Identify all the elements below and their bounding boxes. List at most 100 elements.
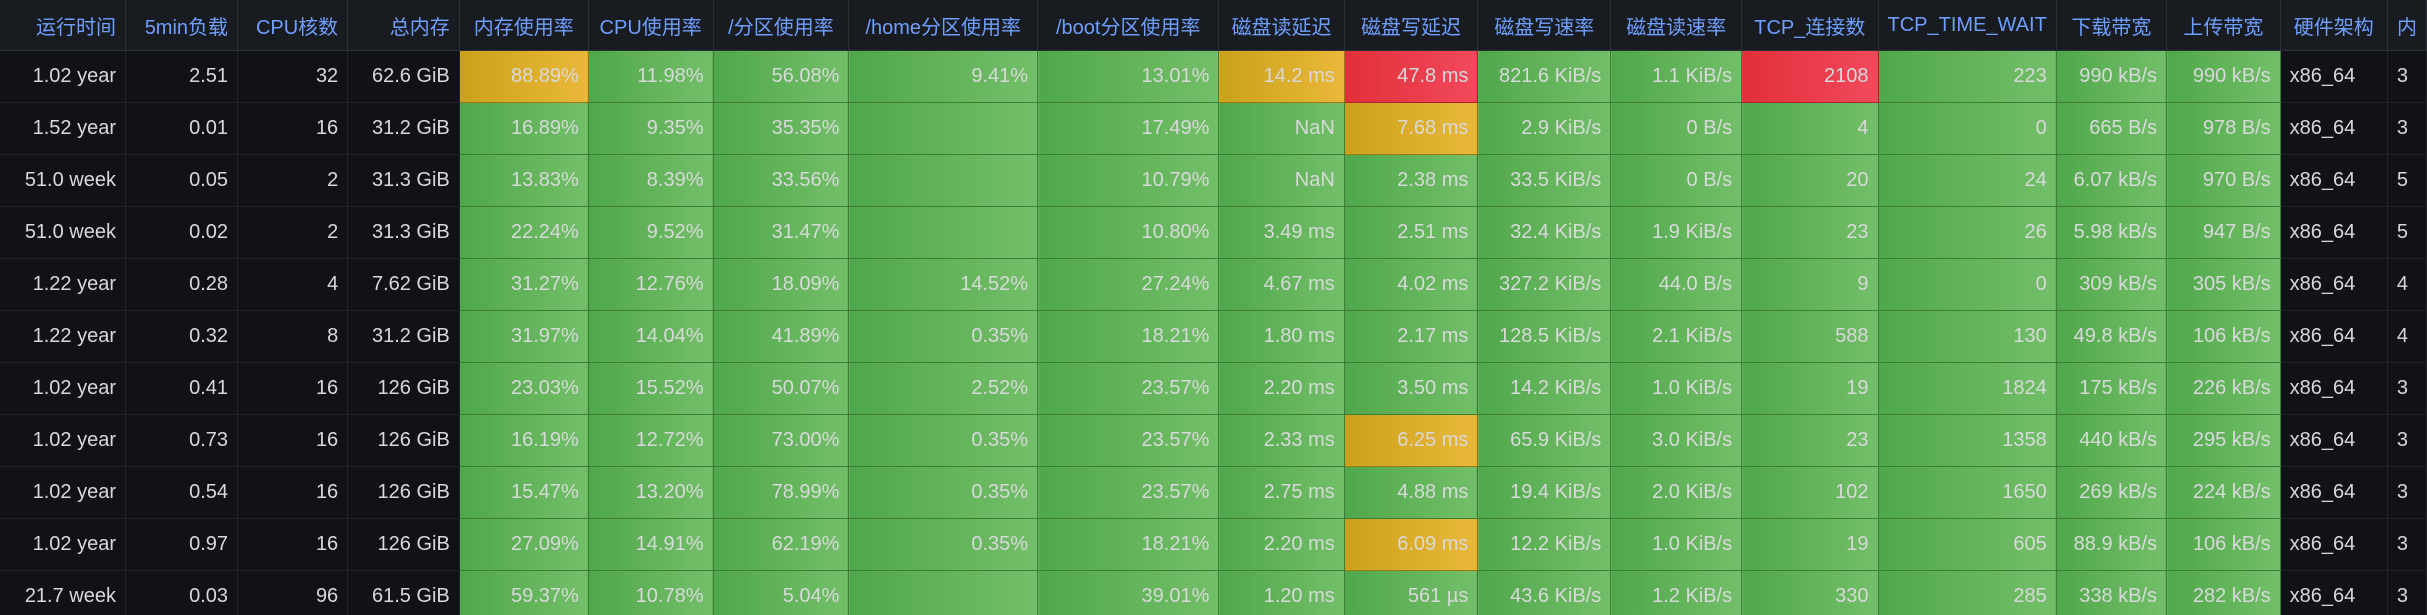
column-header-boot-usage[interactable]: /boot分区使用率 [1037,0,1220,51]
cell-tcp-time-wait: 130 [1878,310,2057,363]
cell-mem-total: 31.3 GiB [347,154,460,207]
column-header-cpu-usage[interactable]: CPU使用率 [588,0,714,51]
cell-load5: 0.03 [125,570,239,615]
cell-mem-usage: 15.47% [459,466,589,519]
column-header-arch[interactable]: 硬件架构 [2280,0,2388,51]
cell-tcp-conn: 2108 [1741,50,1879,103]
cell-tcp-conn: 23 [1741,414,1879,467]
cell-tcp-conn: 19 [1741,362,1879,415]
table-row: 1.22 year 0.28 4 7.62 GiB 31.27% 12.76% 18.09%… [0,258,2427,311]
cell-disk-write-latency: 6.09 ms [1344,518,1479,571]
cell-mem-usage: 16.19% [459,414,589,467]
cell-uptime: 51.0 week [0,206,126,259]
cell-extra: 3 [2387,414,2427,467]
cell-cpu-cores: 8 [237,310,349,363]
cell-disk-read-latency: NaN [1218,102,1345,155]
cell-disk-read-latency: 1.80 ms [1218,310,1345,363]
cell-tcp-time-wait: 605 [1878,518,2057,571]
cell-home-usage: 0.35% [848,310,1039,363]
cell-arch: x86_64 [2280,570,2388,615]
cell-tcp-conn: 23 [1741,206,1879,259]
cell-root-usage: 50.07% [713,362,850,415]
cell-extra: 4 [2387,258,2427,311]
column-header-home-usage[interactable]: /home分区使用率 [848,0,1039,51]
cell-disk-write-rate: 2.9 KiB/s [1477,102,1612,155]
cell-disk-read-latency: NaN [1218,154,1345,207]
column-header-disk-write-rate[interactable]: 磁盘写速率 [1477,0,1612,51]
cell-tcp-time-wait: 1650 [1878,466,2057,519]
column-header-disk-write-latency[interactable]: 磁盘写延迟 [1344,0,1479,51]
cell-uptime: 1.02 year [0,466,126,519]
column-header-extra[interactable]: 内 [2387,0,2427,51]
cell-disk-write-rate: 128.5 KiB/s [1477,310,1612,363]
cell-load5: 0.54 [125,466,239,519]
cell-net-down: 990 kB/s [2056,50,2168,103]
cell-cpu-usage: 13.20% [588,466,714,519]
cell-root-usage: 56.08% [713,50,850,103]
cell-net-up: 947 B/s [2166,206,2281,259]
cell-arch: x86_64 [2280,258,2388,311]
cell-arch: x86_64 [2280,102,2388,155]
cell-tcp-conn: 4 [1741,102,1879,155]
cell-net-down: 309 kB/s [2056,258,2168,311]
cell-boot-usage: 23.57% [1037,414,1220,467]
cell-load5: 2.51 [125,50,239,103]
column-header-uptime[interactable]: 运行时间 [0,0,126,51]
cell-net-up: 978 B/s [2166,102,2281,155]
cell-mem-total: 31.2 GiB [347,102,460,155]
cell-disk-write-latency: 561 µs [1344,570,1479,615]
cell-disk-read-latency: 4.67 ms [1218,258,1345,311]
cell-extra: 4 [2387,310,2427,363]
column-header-tcp-conn[interactable]: TCP_连接数 [1741,0,1879,51]
cell-root-usage: 62.19% [713,518,850,571]
cell-disk-read-latency: 14.2 ms [1218,50,1345,103]
cell-cpu-cores: 16 [237,102,349,155]
column-header-cpu-cores[interactable]: CPU核数 [237,0,349,51]
cell-arch: x86_64 [2280,518,2388,571]
cell-tcp-conn: 19 [1741,518,1879,571]
cell-disk-read-rate: 44.0 B/s [1610,258,1743,311]
cell-root-usage: 33.56% [713,154,850,207]
cell-arch: x86_64 [2280,50,2388,103]
cell-disk-read-rate: 0 B/s [1610,154,1743,207]
column-header-disk-read-rate[interactable]: 磁盘读速率 [1610,0,1743,51]
cell-disk-read-rate: 1.0 KiB/s [1610,362,1743,415]
cell-disk-write-latency: 47.8 ms [1344,50,1479,103]
cell-root-usage: 18.09% [713,258,850,311]
column-header-disk-read-latency[interactable]: 磁盘读延迟 [1218,0,1345,51]
column-header-net-down[interactable]: 下载带宽 [2056,0,2168,51]
column-header-root-usage[interactable]: /分区使用率 [713,0,850,51]
column-header-load5[interactable]: 5min负载 [125,0,239,51]
table-header-row: 运行时间 5min负载 CPU核数 总内存 内存使用率 CPU使用率/分区使用率/home… [0,0,2427,51]
cell-cpu-usage: 10.78% [588,570,714,615]
cell-disk-write-latency: 2.51 ms [1344,206,1479,259]
column-header-mem-usage[interactable]: 内存使用率 [459,0,589,51]
table-row: 1.02 year 0.41 16 126 GiB 23.03% 15.52% 50.07%… [0,362,2427,415]
cell-uptime: 1.02 year [0,362,126,415]
cell-disk-read-rate: 0 B/s [1610,102,1743,155]
cell-root-usage: 5.04% [713,570,850,615]
cell-boot-usage: 23.57% [1037,466,1220,519]
cell-arch: x86_64 [2280,154,2388,207]
column-header-net-up[interactable]: 上传带宽 [2166,0,2281,51]
cell-disk-write-rate: 32.4 KiB/s [1477,206,1612,259]
cell-load5: 0.28 [125,258,239,311]
cell-uptime: 1.02 year [0,414,126,467]
cell-disk-write-latency: 2.17 ms [1344,310,1479,363]
cell-tcp-conn: 330 [1741,570,1879,615]
cell-extra: 3 [2387,466,2427,519]
cell-cpu-cores: 16 [237,518,349,571]
column-header-tcp-time-wait[interactable]: TCP_TIME_WAIT [1878,0,2057,51]
cell-disk-write-latency: 3.50 ms [1344,362,1479,415]
table-row: 1.22 year 0.32 8 31.2 GiB 31.97% 14.04% 41.89%… [0,310,2427,363]
cell-cpu-cores: 16 [237,362,349,415]
cell-net-up: 970 B/s [2166,154,2281,207]
cell-disk-write-rate: 19.4 KiB/s [1477,466,1612,519]
cell-cpu-cores: 4 [237,258,349,311]
column-header-mem-total[interactable]: 总内存 [347,0,460,51]
cell-disk-read-rate: 2.1 KiB/s [1610,310,1743,363]
cell-tcp-time-wait: 0 [1878,258,2057,311]
cell-disk-read-rate: 1.9 KiB/s [1610,206,1743,259]
